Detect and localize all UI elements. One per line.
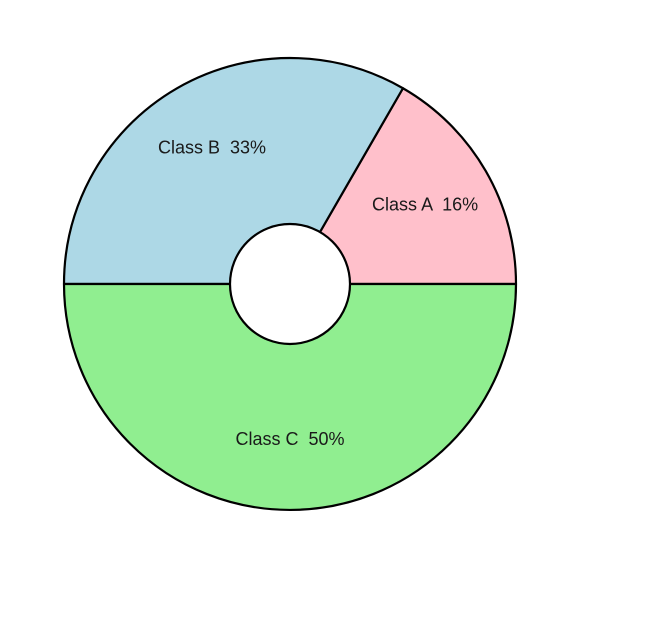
slice-label-class-c: Class C 50% — [235, 429, 344, 449]
slice-label-class-b: Class B 33% — [158, 138, 266, 158]
slice-class-c — [62, 282, 518, 512]
slice-class-a — [288, 87, 518, 286]
slice-label-class-a: Class A 16% — [372, 195, 478, 215]
labels-layer: Class A 16% Class B 33% Class C 50% — [158, 138, 478, 449]
slices-layer — [62, 56, 518, 512]
donut-hole — [228, 222, 352, 346]
slice-class-b — [62, 56, 405, 286]
